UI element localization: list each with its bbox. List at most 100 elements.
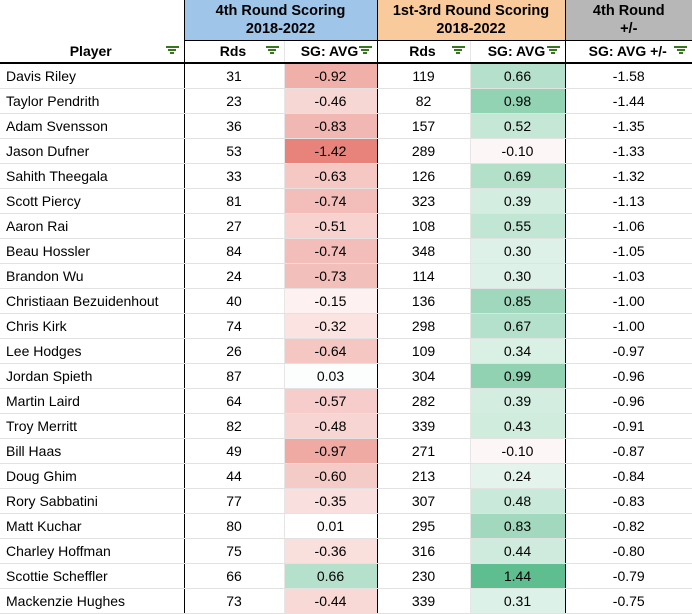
rds-4th-round-cell[interactable]: 23 [183, 88, 284, 114]
rds-4th-round-cell[interactable]: 75 [183, 538, 284, 564]
rds-4th-round-cell[interactable]: 87 [183, 363, 284, 389]
rds-1st3rd-round-cell[interactable]: 282 [376, 388, 470, 414]
sg-avg-4th-round-cell[interactable]: -0.97 [283, 438, 377, 464]
sg-avg-1st3rd-round-cell[interactable]: 0.52 [469, 113, 566, 139]
sg-avg-1st3rd-round-cell[interactable]: 0.31 [469, 588, 566, 614]
rds-1st3rd-round-cell[interactable]: 289 [376, 138, 470, 164]
rds-4th-round-cell[interactable]: 49 [183, 438, 284, 464]
player-name-cell[interactable]: Martin Laird [0, 388, 184, 414]
sg-avg-1st3rd-round-cell[interactable]: 0.48 [469, 488, 566, 514]
rds-1st3rd-round-cell[interactable]: 339 [376, 413, 470, 439]
sg-avg-1st3rd-round-cell[interactable]: 0.83 [469, 513, 566, 539]
rds-1st3rd-round-cell[interactable]: 136 [376, 288, 470, 314]
column-header-sg-avg-diff[interactable]: SG: AVG +/- [564, 40, 692, 64]
sg-avg-4th-round-cell[interactable]: -0.35 [283, 488, 377, 514]
rds-1st3rd-round-cell[interactable]: 109 [376, 338, 470, 364]
sg-avg-1st3rd-round-cell[interactable]: 0.55 [469, 213, 566, 239]
sg-avg-4th-round-cell[interactable]: -0.57 [283, 388, 377, 414]
player-name-cell[interactable]: Chris Kirk [0, 313, 184, 339]
group-header-4th-round-diff[interactable]: 4th Round +/- [564, 0, 692, 41]
sg-avg-1st3rd-round-cell[interactable]: 0.43 [469, 413, 566, 439]
rds-1st3rd-round-cell[interactable]: 307 [376, 488, 470, 514]
sg-avg-4th-round-cell[interactable]: -0.44 [283, 588, 377, 614]
player-name-cell[interactable]: Jordan Spieth [0, 363, 184, 389]
filter-icon[interactable] [451, 46, 465, 56]
rds-1st3rd-round-cell[interactable]: 213 [376, 463, 470, 489]
sg-avg-diff-cell[interactable]: -1.32 [564, 163, 692, 189]
rds-4th-round-cell[interactable]: 80 [183, 513, 284, 539]
player-name-cell[interactable]: Mackenzie Hughes [0, 588, 184, 614]
rds-1st3rd-round-cell[interactable]: 304 [376, 363, 470, 389]
rds-1st3rd-round-cell[interactable]: 157 [376, 113, 470, 139]
sg-avg-4th-round-cell[interactable]: 0.03 [283, 363, 377, 389]
sg-avg-1st3rd-round-cell[interactable]: 0.39 [469, 388, 566, 414]
rds-4th-round-cell[interactable]: 82 [183, 413, 284, 439]
sg-avg-diff-cell[interactable]: -0.75 [564, 588, 692, 614]
sg-avg-diff-cell[interactable]: -0.82 [564, 513, 692, 539]
rds-4th-round-cell[interactable]: 74 [183, 313, 284, 339]
player-name-cell[interactable]: Aaron Rai [0, 213, 184, 239]
sg-avg-1st3rd-round-cell[interactable]: 0.30 [469, 263, 566, 289]
rds-4th-round-cell[interactable]: 84 [183, 238, 284, 264]
rds-4th-round-cell[interactable]: 36 [183, 113, 284, 139]
player-name-cell[interactable]: Beau Hossler [0, 238, 184, 264]
sg-avg-4th-round-cell[interactable]: -0.15 [283, 288, 377, 314]
player-name-cell[interactable]: Lee Hodges [0, 338, 184, 364]
player-name-cell[interactable]: Sahith Theegala [0, 163, 184, 189]
filter-icon[interactable] [546, 46, 560, 56]
column-header-rds-4th[interactable]: Rds [183, 40, 284, 64]
filter-icon[interactable] [358, 46, 372, 56]
sg-avg-4th-round-cell[interactable]: -0.48 [283, 413, 377, 439]
rds-4th-round-cell[interactable]: 64 [183, 388, 284, 414]
sg-avg-4th-round-cell[interactable]: -0.64 [283, 338, 377, 364]
player-name-cell[interactable]: Taylor Pendrith [0, 88, 184, 114]
sg-avg-diff-cell[interactable]: -1.33 [564, 138, 692, 164]
rds-1st3rd-round-cell[interactable]: 114 [376, 263, 470, 289]
column-header-player[interactable]: Player [0, 40, 184, 64]
sg-avg-diff-cell[interactable]: -0.79 [564, 563, 692, 589]
column-header-sg-avg-4th[interactable]: SG: AVG [283, 40, 377, 64]
sg-avg-1st3rd-round-cell[interactable]: 0.99 [469, 363, 566, 389]
sg-avg-diff-cell[interactable]: -1.00 [564, 288, 692, 314]
sg-avg-4th-round-cell[interactable]: -0.60 [283, 463, 377, 489]
rds-1st3rd-round-cell[interactable]: 271 [376, 438, 470, 464]
rds-1st3rd-round-cell[interactable]: 230 [376, 563, 470, 589]
rds-4th-round-cell[interactable]: 31 [183, 63, 284, 89]
rds-4th-round-cell[interactable]: 44 [183, 463, 284, 489]
sg-avg-4th-round-cell[interactable]: -0.46 [283, 88, 377, 114]
sg-avg-diff-cell[interactable]: -1.13 [564, 188, 692, 214]
player-name-cell[interactable]: Davis Riley [0, 63, 184, 89]
sg-avg-diff-cell[interactable]: -1.06 [564, 213, 692, 239]
sg-avg-4th-round-cell[interactable]: 0.01 [283, 513, 377, 539]
sg-avg-4th-round-cell[interactable]: -0.74 [283, 238, 377, 264]
sg-avg-diff-cell[interactable]: -0.97 [564, 338, 692, 364]
sg-avg-diff-cell[interactable]: -1.03 [564, 263, 692, 289]
sg-avg-1st3rd-round-cell[interactable]: 1.44 [469, 563, 566, 589]
rds-4th-round-cell[interactable]: 26 [183, 338, 284, 364]
sg-avg-diff-cell[interactable]: -0.96 [564, 388, 692, 414]
sg-avg-4th-round-cell[interactable]: -1.42 [283, 138, 377, 164]
sg-avg-diff-cell[interactable]: -0.87 [564, 438, 692, 464]
sg-avg-4th-round-cell[interactable]: -0.73 [283, 263, 377, 289]
sg-avg-4th-round-cell[interactable]: -0.63 [283, 163, 377, 189]
sg-avg-4th-round-cell[interactable]: -0.83 [283, 113, 377, 139]
sg-avg-1st3rd-round-cell[interactable]: 0.67 [469, 313, 566, 339]
player-name-cell[interactable]: Scott Piercy [0, 188, 184, 214]
sg-avg-1st3rd-round-cell[interactable]: -0.10 [469, 438, 566, 464]
filter-icon[interactable] [265, 46, 279, 56]
sg-avg-diff-cell[interactable]: -1.05 [564, 238, 692, 264]
sg-avg-1st3rd-round-cell[interactable]: 0.44 [469, 538, 566, 564]
column-header-sg-avg-1st3rd[interactable]: SG: AVG [469, 40, 566, 64]
sg-avg-4th-round-cell[interactable]: -0.74 [283, 188, 377, 214]
sg-avg-1st3rd-round-cell[interactable]: 0.98 [469, 88, 566, 114]
sg-avg-diff-cell[interactable]: -1.35 [564, 113, 692, 139]
rds-4th-round-cell[interactable]: 73 [183, 588, 284, 614]
rds-4th-round-cell[interactable]: 81 [183, 188, 284, 214]
rds-4th-round-cell[interactable]: 53 [183, 138, 284, 164]
player-name-cell[interactable]: Brandon Wu [0, 263, 184, 289]
rds-4th-round-cell[interactable]: 66 [183, 563, 284, 589]
rds-1st3rd-round-cell[interactable]: 339 [376, 588, 470, 614]
rds-1st3rd-round-cell[interactable]: 348 [376, 238, 470, 264]
sg-avg-diff-cell[interactable]: -0.80 [564, 538, 692, 564]
rds-1st3rd-round-cell[interactable]: 295 [376, 513, 470, 539]
